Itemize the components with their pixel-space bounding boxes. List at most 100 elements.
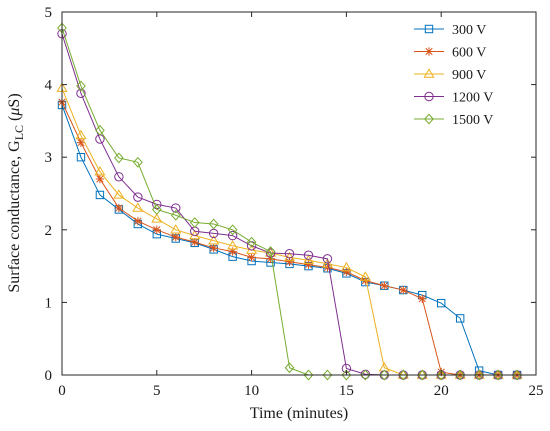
data-point <box>455 314 465 323</box>
legend-label: 900 V <box>452 68 486 83</box>
data-point <box>94 166 106 176</box>
y-axis-label: Surface conductance, GLC (μS) <box>6 93 26 292</box>
y-axis-label-prefix: Surface conductance, G <box>6 140 23 293</box>
data-point <box>304 260 313 269</box>
axes-layer: 0 5 10 15 20 25 0 1 2 3 4 5 <box>45 5 544 399</box>
data-point <box>208 235 220 245</box>
data-point <box>133 216 143 226</box>
data-point <box>285 257 294 266</box>
legend-item: 900 V <box>414 68 486 83</box>
legend-marker <box>424 113 434 125</box>
data-point <box>114 203 124 213</box>
data-point <box>474 369 484 381</box>
data-point <box>511 369 523 379</box>
x-tick-label: 10 <box>244 383 259 399</box>
series-300-v <box>57 100 522 380</box>
legend: 300 V 600 V 900 V 1200 V 1500 V <box>414 23 493 128</box>
series-line-1200-v <box>61 33 518 376</box>
data-point <box>379 369 390 381</box>
data-point <box>417 369 428 381</box>
data-point <box>284 362 295 374</box>
data-point <box>171 203 181 213</box>
data-point <box>151 204 162 215</box>
data-point <box>512 369 522 381</box>
legend-marker <box>424 24 434 34</box>
data-point <box>114 152 124 164</box>
data-point <box>322 254 333 264</box>
data-point <box>435 369 447 379</box>
data-point <box>437 298 446 308</box>
y-tick-label: 1 <box>45 295 53 311</box>
data-point <box>342 267 351 277</box>
data-point <box>151 213 163 223</box>
data-point <box>227 230 238 241</box>
data-point <box>397 369 409 379</box>
x-tick-label: 20 <box>434 383 449 399</box>
y-tick-label: 0 <box>45 368 53 384</box>
y-tick-label: 5 <box>45 5 53 21</box>
series-line-1500-v <box>61 27 518 376</box>
data-point <box>152 225 161 234</box>
legend-marker <box>424 47 434 56</box>
data-point <box>284 249 295 259</box>
data-point <box>398 369 409 381</box>
legend-item: 300 V <box>414 23 486 38</box>
legend-label: 300 V <box>452 23 486 38</box>
data-point <box>360 369 371 381</box>
legend-item: 600 V <box>414 46 486 61</box>
data-point <box>303 369 314 381</box>
data-point <box>359 271 371 281</box>
x-tick-label: 15 <box>339 383 354 399</box>
data-point <box>189 217 200 228</box>
data-point <box>416 369 428 379</box>
data-point <box>227 224 238 236</box>
legend-marker <box>423 68 435 78</box>
legend-item: 1500 V <box>414 113 493 128</box>
data-point <box>265 246 276 258</box>
data-point <box>380 281 389 290</box>
legend-label: 600 V <box>452 46 486 61</box>
data-point <box>493 369 503 381</box>
data-point <box>208 218 219 230</box>
data-point <box>321 258 334 268</box>
data-point <box>114 172 124 182</box>
y-axis-label-suffix: ( <box>6 116 23 125</box>
series-600-v <box>57 97 522 380</box>
data-point <box>133 192 143 202</box>
data-point <box>340 261 352 272</box>
data-point <box>455 369 466 381</box>
series-line-300-v <box>61 104 518 376</box>
data-point <box>492 369 504 379</box>
data-point <box>75 129 87 140</box>
x-tick-label: 5 <box>153 383 161 399</box>
data-point <box>170 224 182 234</box>
data-point <box>170 209 181 221</box>
y-tick-label: 3 <box>45 150 53 166</box>
data-point <box>303 250 314 260</box>
x-tick-label: 0 <box>58 383 66 399</box>
data-point <box>113 189 125 199</box>
data-point <box>399 285 408 295</box>
data-point <box>302 254 315 264</box>
legend-marker <box>424 91 434 102</box>
data-point <box>246 236 257 248</box>
y-axis-label-unit: S) <box>6 93 23 107</box>
data-point <box>283 251 296 262</box>
y-tick-label: 2 <box>45 223 53 239</box>
data-point <box>418 294 427 303</box>
data-point <box>473 369 485 379</box>
data-point <box>95 174 105 184</box>
data-point <box>190 237 199 247</box>
x-tick-label: 25 <box>529 383 544 399</box>
data-point <box>132 202 144 212</box>
data-point <box>454 369 466 379</box>
data-point <box>76 138 86 147</box>
data-point <box>322 369 333 381</box>
plot-frame <box>61 11 537 376</box>
data-point <box>95 190 105 200</box>
data-point <box>247 253 256 262</box>
data-point <box>227 240 239 250</box>
y-axis-label-subscript: LC <box>12 125 26 140</box>
